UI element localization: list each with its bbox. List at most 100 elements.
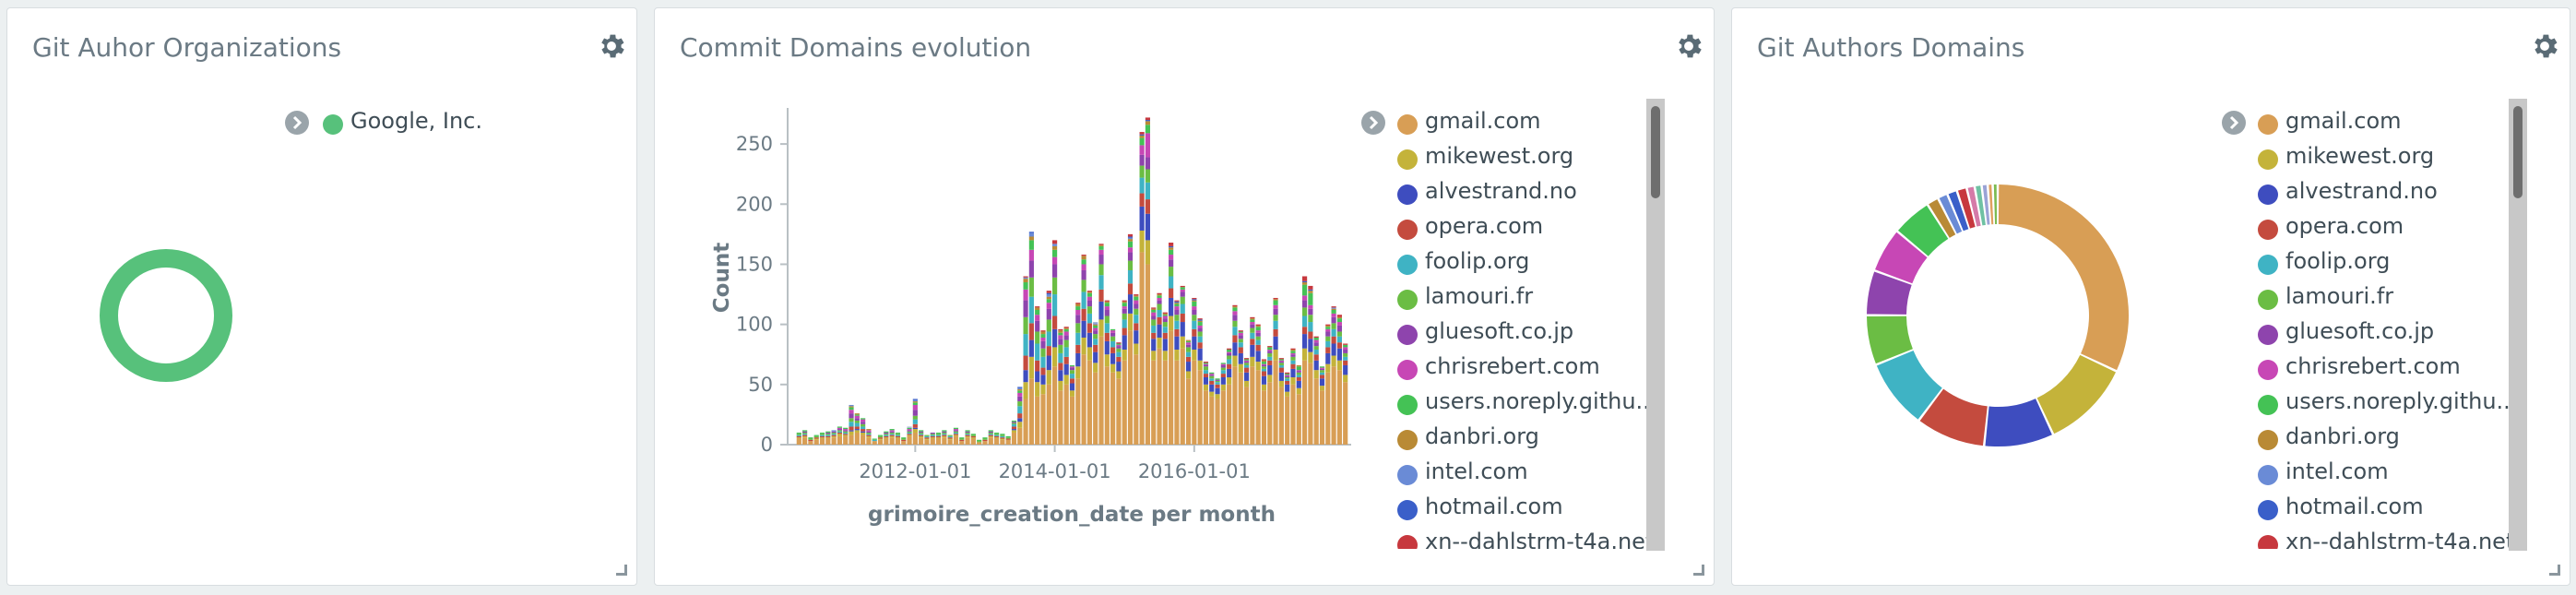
bar-segment[interactable]: [1203, 362, 1209, 363]
bar-segment[interactable]: [1180, 289, 1185, 292]
bar-segment[interactable]: [1301, 300, 1308, 308]
bar-segment[interactable]: [1227, 350, 1232, 352]
bar-segment[interactable]: [1169, 267, 1174, 277]
bar-segment[interactable]: [1058, 390, 1063, 445]
bar-segment[interactable]: [884, 434, 889, 436]
bar-segment[interactable]: [1081, 256, 1086, 260]
bar-segment[interactable]: [1215, 394, 1220, 399]
bar-segment[interactable]: [1250, 327, 1255, 333]
bar-segment[interactable]: [1040, 384, 1046, 395]
bar-segment[interactable]: [1145, 133, 1151, 158]
bar-segment[interactable]: [825, 434, 831, 436]
bar-segment[interactable]: [1243, 364, 1250, 368]
bar-segment[interactable]: [1197, 322, 1203, 326]
bar-segment[interactable]: [1250, 318, 1255, 320]
bar-segment[interactable]: [1075, 352, 1081, 367]
bar-segment[interactable]: [970, 435, 976, 438]
bar-segment[interactable]: [1086, 300, 1092, 307]
bar-segment[interactable]: [837, 429, 843, 431]
bar-segment[interactable]: [854, 429, 860, 431]
bar-segment[interactable]: [930, 434, 935, 436]
bar-segment[interactable]: [1220, 370, 1226, 375]
bar-segment[interactable]: [1325, 328, 1331, 332]
bar-segment[interactable]: [877, 437, 884, 439]
bar-segment[interactable]: [1278, 364, 1284, 368]
bar-segment[interactable]: [1162, 313, 1168, 315]
legend-scrollbar[interactable]: [1646, 99, 1665, 551]
bar-segment[interactable]: [1336, 322, 1342, 326]
pie-slice[interactable]: [1919, 388, 1988, 446]
bar-segment[interactable]: [988, 435, 993, 438]
bar-segment[interactable]: [1086, 292, 1092, 297]
bar-segment[interactable]: [1093, 351, 1098, 363]
bar-segment[interactable]: [802, 437, 808, 445]
bar-segment[interactable]: [1192, 315, 1197, 321]
bar-segment[interactable]: [889, 432, 895, 434]
bar-segment[interactable]: [1162, 360, 1168, 445]
bar-segment[interactable]: [993, 438, 1000, 445]
bar-segment[interactable]: [1343, 352, 1348, 357]
bar-segment[interactable]: [1011, 426, 1017, 430]
bar-segment[interactable]: [1145, 157, 1151, 170]
bar-segment[interactable]: [1290, 348, 1296, 351]
bar-segment[interactable]: [1139, 252, 1145, 445]
bar-segment[interactable]: [1127, 247, 1134, 253]
bar-segment[interactable]: [930, 438, 935, 445]
bar-segment[interactable]: [1017, 401, 1023, 407]
bar-segment[interactable]: [808, 438, 813, 440]
bar-segment[interactable]: [1035, 306, 1040, 308]
bar-segment[interactable]: [1081, 259, 1086, 265]
bar-segment[interactable]: [907, 427, 912, 430]
bar-segment[interactable]: [1035, 360, 1040, 372]
pie-slice[interactable]: [1897, 205, 1949, 256]
bar-segment[interactable]: [1192, 336, 1197, 351]
bar-segment[interactable]: [1290, 351, 1296, 353]
bar-segment[interactable]: [1134, 300, 1139, 304]
bar-segment[interactable]: [1162, 315, 1168, 319]
bar-segment[interactable]: [1162, 327, 1168, 333]
bar-segment[interactable]: [912, 401, 918, 403]
bar-segment[interactable]: [1215, 378, 1220, 380]
bar-segment[interactable]: [1336, 336, 1342, 343]
bar-segment[interactable]: [1151, 310, 1157, 313]
bar-segment[interactable]: [935, 434, 942, 436]
bar-segment[interactable]: [1308, 291, 1313, 293]
bar-segment[interactable]: [1331, 310, 1336, 314]
bar-segment[interactable]: [1336, 315, 1342, 317]
bar-segment[interactable]: [1243, 363, 1250, 365]
bar-segment[interactable]: [861, 432, 866, 435]
bar-segment[interactable]: [965, 437, 970, 445]
bar-segment[interactable]: [1319, 372, 1325, 375]
bar-segment[interactable]: [1197, 370, 1203, 445]
bar-segment[interactable]: [1086, 313, 1092, 324]
bar-segment[interactable]: [1174, 350, 1180, 361]
bar-segment[interactable]: [872, 439, 877, 442]
bar-segment[interactable]: [1215, 384, 1220, 388]
bar-segment[interactable]: [1255, 339, 1261, 345]
bar-segment[interactable]: [1017, 387, 1023, 390]
bar-segment[interactable]: [1058, 344, 1063, 353]
bar-segment[interactable]: [1162, 322, 1168, 327]
bar-segment[interactable]: [1185, 342, 1192, 345]
bar-segment[interactable]: [1116, 356, 1122, 363]
bar-segment[interactable]: [1313, 378, 1319, 445]
bar-segment[interactable]: [1116, 351, 1122, 357]
bar-segment[interactable]: [1203, 384, 1209, 391]
bar-segment[interactable]: [924, 438, 930, 440]
bar-segment[interactable]: [1285, 372, 1290, 375]
bar-segment[interactable]: [1267, 346, 1273, 348]
bar-segment[interactable]: [1110, 336, 1116, 341]
bar-segment[interactable]: [1035, 331, 1040, 344]
bar-segment[interactable]: [1192, 320, 1197, 329]
bar-segment[interactable]: [924, 434, 930, 436]
bar-segment[interactable]: [1046, 303, 1051, 309]
bar-segment[interactable]: [1122, 350, 1127, 361]
bar-segment[interactable]: [1296, 372, 1301, 375]
bar-segment[interactable]: [1157, 294, 1162, 296]
bar-segment[interactable]: [1197, 325, 1203, 328]
bar-segment[interactable]: [889, 437, 895, 445]
bar-segment[interactable]: [912, 415, 918, 420]
bar-segment[interactable]: [1220, 363, 1226, 365]
bar-segment[interactable]: [1261, 363, 1267, 365]
bar-segment[interactable]: [1301, 284, 1308, 296]
